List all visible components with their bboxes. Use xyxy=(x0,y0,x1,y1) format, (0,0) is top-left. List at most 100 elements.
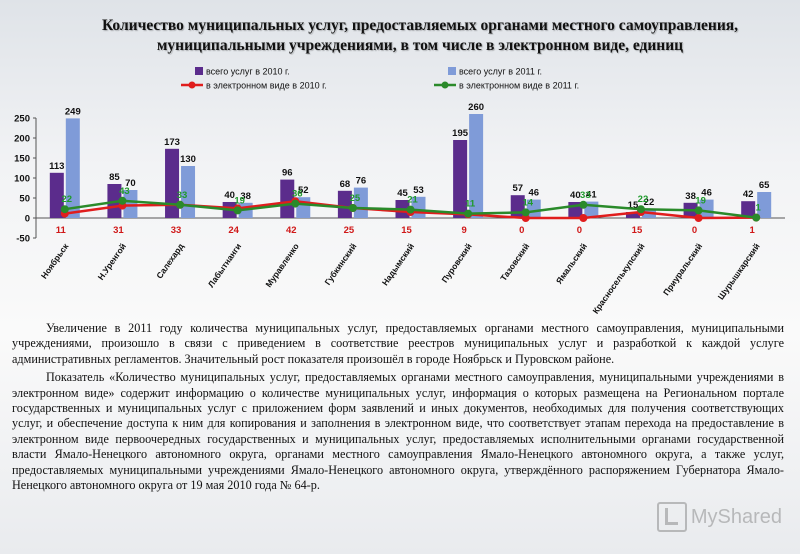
data-label-2010-electronic: 15 xyxy=(632,225,643,236)
data-label-2010-electronic: 11 xyxy=(56,225,67,236)
data-label-2010-total: 57 xyxy=(512,183,523,194)
series-2011-electronic-point xyxy=(348,204,357,212)
data-label-2011-total: 53 xyxy=(413,185,424,196)
y-tick-label: 150 xyxy=(14,154,30,165)
data-label-2011-electronic: 22 xyxy=(62,194,73,205)
data-label-2011-total: 260 xyxy=(468,102,484,113)
bar-2011 xyxy=(526,199,541,218)
series-2011-electronic-point xyxy=(233,206,242,215)
x-category-label: Надымский xyxy=(380,241,416,287)
legend-marker xyxy=(441,81,449,89)
description-text: Увеличение в 2011 году количества муници… xyxy=(12,321,784,493)
legend-label: всего услуг в 2010 г. xyxy=(206,67,290,77)
series-2011-electronic-point xyxy=(694,206,703,215)
data-label-2010-electronic: 9 xyxy=(461,225,466,236)
data-label-2011-total: 46 xyxy=(528,188,539,199)
data-label-2011-total: 22 xyxy=(644,197,655,208)
bar-2010 xyxy=(49,172,64,218)
data-label-2010-electronic: 1 xyxy=(750,225,756,236)
chart-title-line2: муниципальными учреждениями, в том числе… xyxy=(156,37,684,54)
bar-2011 xyxy=(699,199,714,218)
data-label-2010-total: 15 xyxy=(628,200,639,211)
y-tick-label: 50 xyxy=(19,194,30,205)
x-category-label: Ямальский xyxy=(554,241,589,285)
data-label-2011-total: 52 xyxy=(298,185,309,196)
data-label-2011-electronic: 33 xyxy=(580,190,591,201)
data-label-2011-electronic: 33 xyxy=(177,190,188,201)
series-2010-electronic-point xyxy=(694,214,703,222)
data-label-2011-total: 249 xyxy=(65,106,81,117)
bar-2010 xyxy=(165,148,180,218)
legend-marker xyxy=(188,81,196,89)
bar-2011 xyxy=(123,190,138,218)
series-2011-electronic-point xyxy=(636,205,645,214)
data-label-2010-electronic: 25 xyxy=(344,225,355,236)
data-label-2010-total: 40 xyxy=(570,190,581,201)
series-2010-electronic-point xyxy=(521,214,530,222)
data-label-2010-total: 96 xyxy=(282,168,293,179)
watermark: MyShared xyxy=(656,502,782,532)
data-label-2010-electronic: 42 xyxy=(286,225,297,236)
data-label-2010-electronic: 0 xyxy=(577,225,582,236)
x-category-label: Шурышкарский xyxy=(716,241,762,301)
y-tick-label: 100 xyxy=(14,174,30,185)
x-category-label: Салехард xyxy=(154,241,186,281)
data-label-2010-electronic: 0 xyxy=(519,225,524,236)
bar-2011 xyxy=(353,187,368,218)
data-label-2010-electronic: 0 xyxy=(692,225,697,236)
legend-label: в электронном виде в 2010 г. xyxy=(206,81,327,91)
data-label-2011-electronic: 25 xyxy=(350,193,361,204)
x-category-label: Приуральский xyxy=(661,241,704,297)
watermark-text: MyShared xyxy=(690,505,782,528)
data-label-2010-total: 68 xyxy=(340,179,351,190)
series-2011-electronic-point xyxy=(176,200,185,209)
bar-2010 xyxy=(453,140,468,218)
legend-swatch xyxy=(448,67,456,75)
y-tick-label: -50 xyxy=(16,234,30,245)
data-label-2011-electronic: 11 xyxy=(465,199,476,210)
series-2011-electronic-point xyxy=(60,205,69,214)
series-2011-electronic-point xyxy=(521,208,530,217)
watermark-logo-icon xyxy=(656,502,687,532)
data-label-2011-total: 130 xyxy=(180,154,196,165)
series-2011-electronic-point xyxy=(579,200,588,209)
legend-label: всего услуг в 2011 г. xyxy=(459,67,542,77)
data-label-2011-total: 46 xyxy=(701,188,712,199)
data-label-2011-total: 70 xyxy=(125,178,136,189)
data-label-2011-electronic: 43 xyxy=(119,186,130,197)
paragraph-1: Увеличение в 2011 году количества муници… xyxy=(12,321,784,366)
data-label-2011-total: 65 xyxy=(759,180,770,191)
paragraph-2: Показатель «Количество муниципальных усл… xyxy=(12,370,784,493)
data-label-2010-electronic: 31 xyxy=(113,225,124,236)
data-label-2011-total: 41 xyxy=(586,190,597,201)
data-label-2010-total: 85 xyxy=(109,172,120,183)
series-2011-electronic-point xyxy=(752,213,761,222)
bar-2010 xyxy=(337,190,352,218)
data-label-2011-total: 38 xyxy=(240,191,251,202)
data-label-2010-total: 195 xyxy=(452,128,469,139)
x-category-label: Н.Уренгой xyxy=(96,241,128,281)
bar-2011 xyxy=(65,118,80,218)
series-2011-electronic-point xyxy=(118,196,127,205)
x-category-label: Губкинский xyxy=(322,241,358,286)
data-label-2010-total: 38 xyxy=(685,191,696,202)
x-category-label: Тазовский xyxy=(498,241,531,282)
data-label-2010-electronic: 24 xyxy=(228,225,239,236)
data-label-2010-electronic: 33 xyxy=(171,225,182,236)
legend-swatch xyxy=(195,67,203,75)
x-category-label: Ноябрьск xyxy=(39,241,71,281)
data-label-2010-total: 113 xyxy=(49,161,64,172)
data-label-2011-electronic: 36 xyxy=(292,189,303,200)
bar-2010 xyxy=(741,201,756,218)
data-label-2011-electronic: 21 xyxy=(407,195,418,206)
series-2010-electronic-point xyxy=(579,214,588,222)
data-label-2010-total: 45 xyxy=(397,188,408,199)
data-label-2011-electronic: 14 xyxy=(522,197,533,208)
data-label-2011-electronic: 19 xyxy=(695,195,706,206)
y-tick-label: 200 xyxy=(14,134,30,145)
y-tick-label: 250 xyxy=(14,114,30,125)
data-label-2011-electronic: 22 xyxy=(638,194,649,205)
data-label-2010-total: 173 xyxy=(164,137,180,148)
bar-2010 xyxy=(280,179,295,218)
